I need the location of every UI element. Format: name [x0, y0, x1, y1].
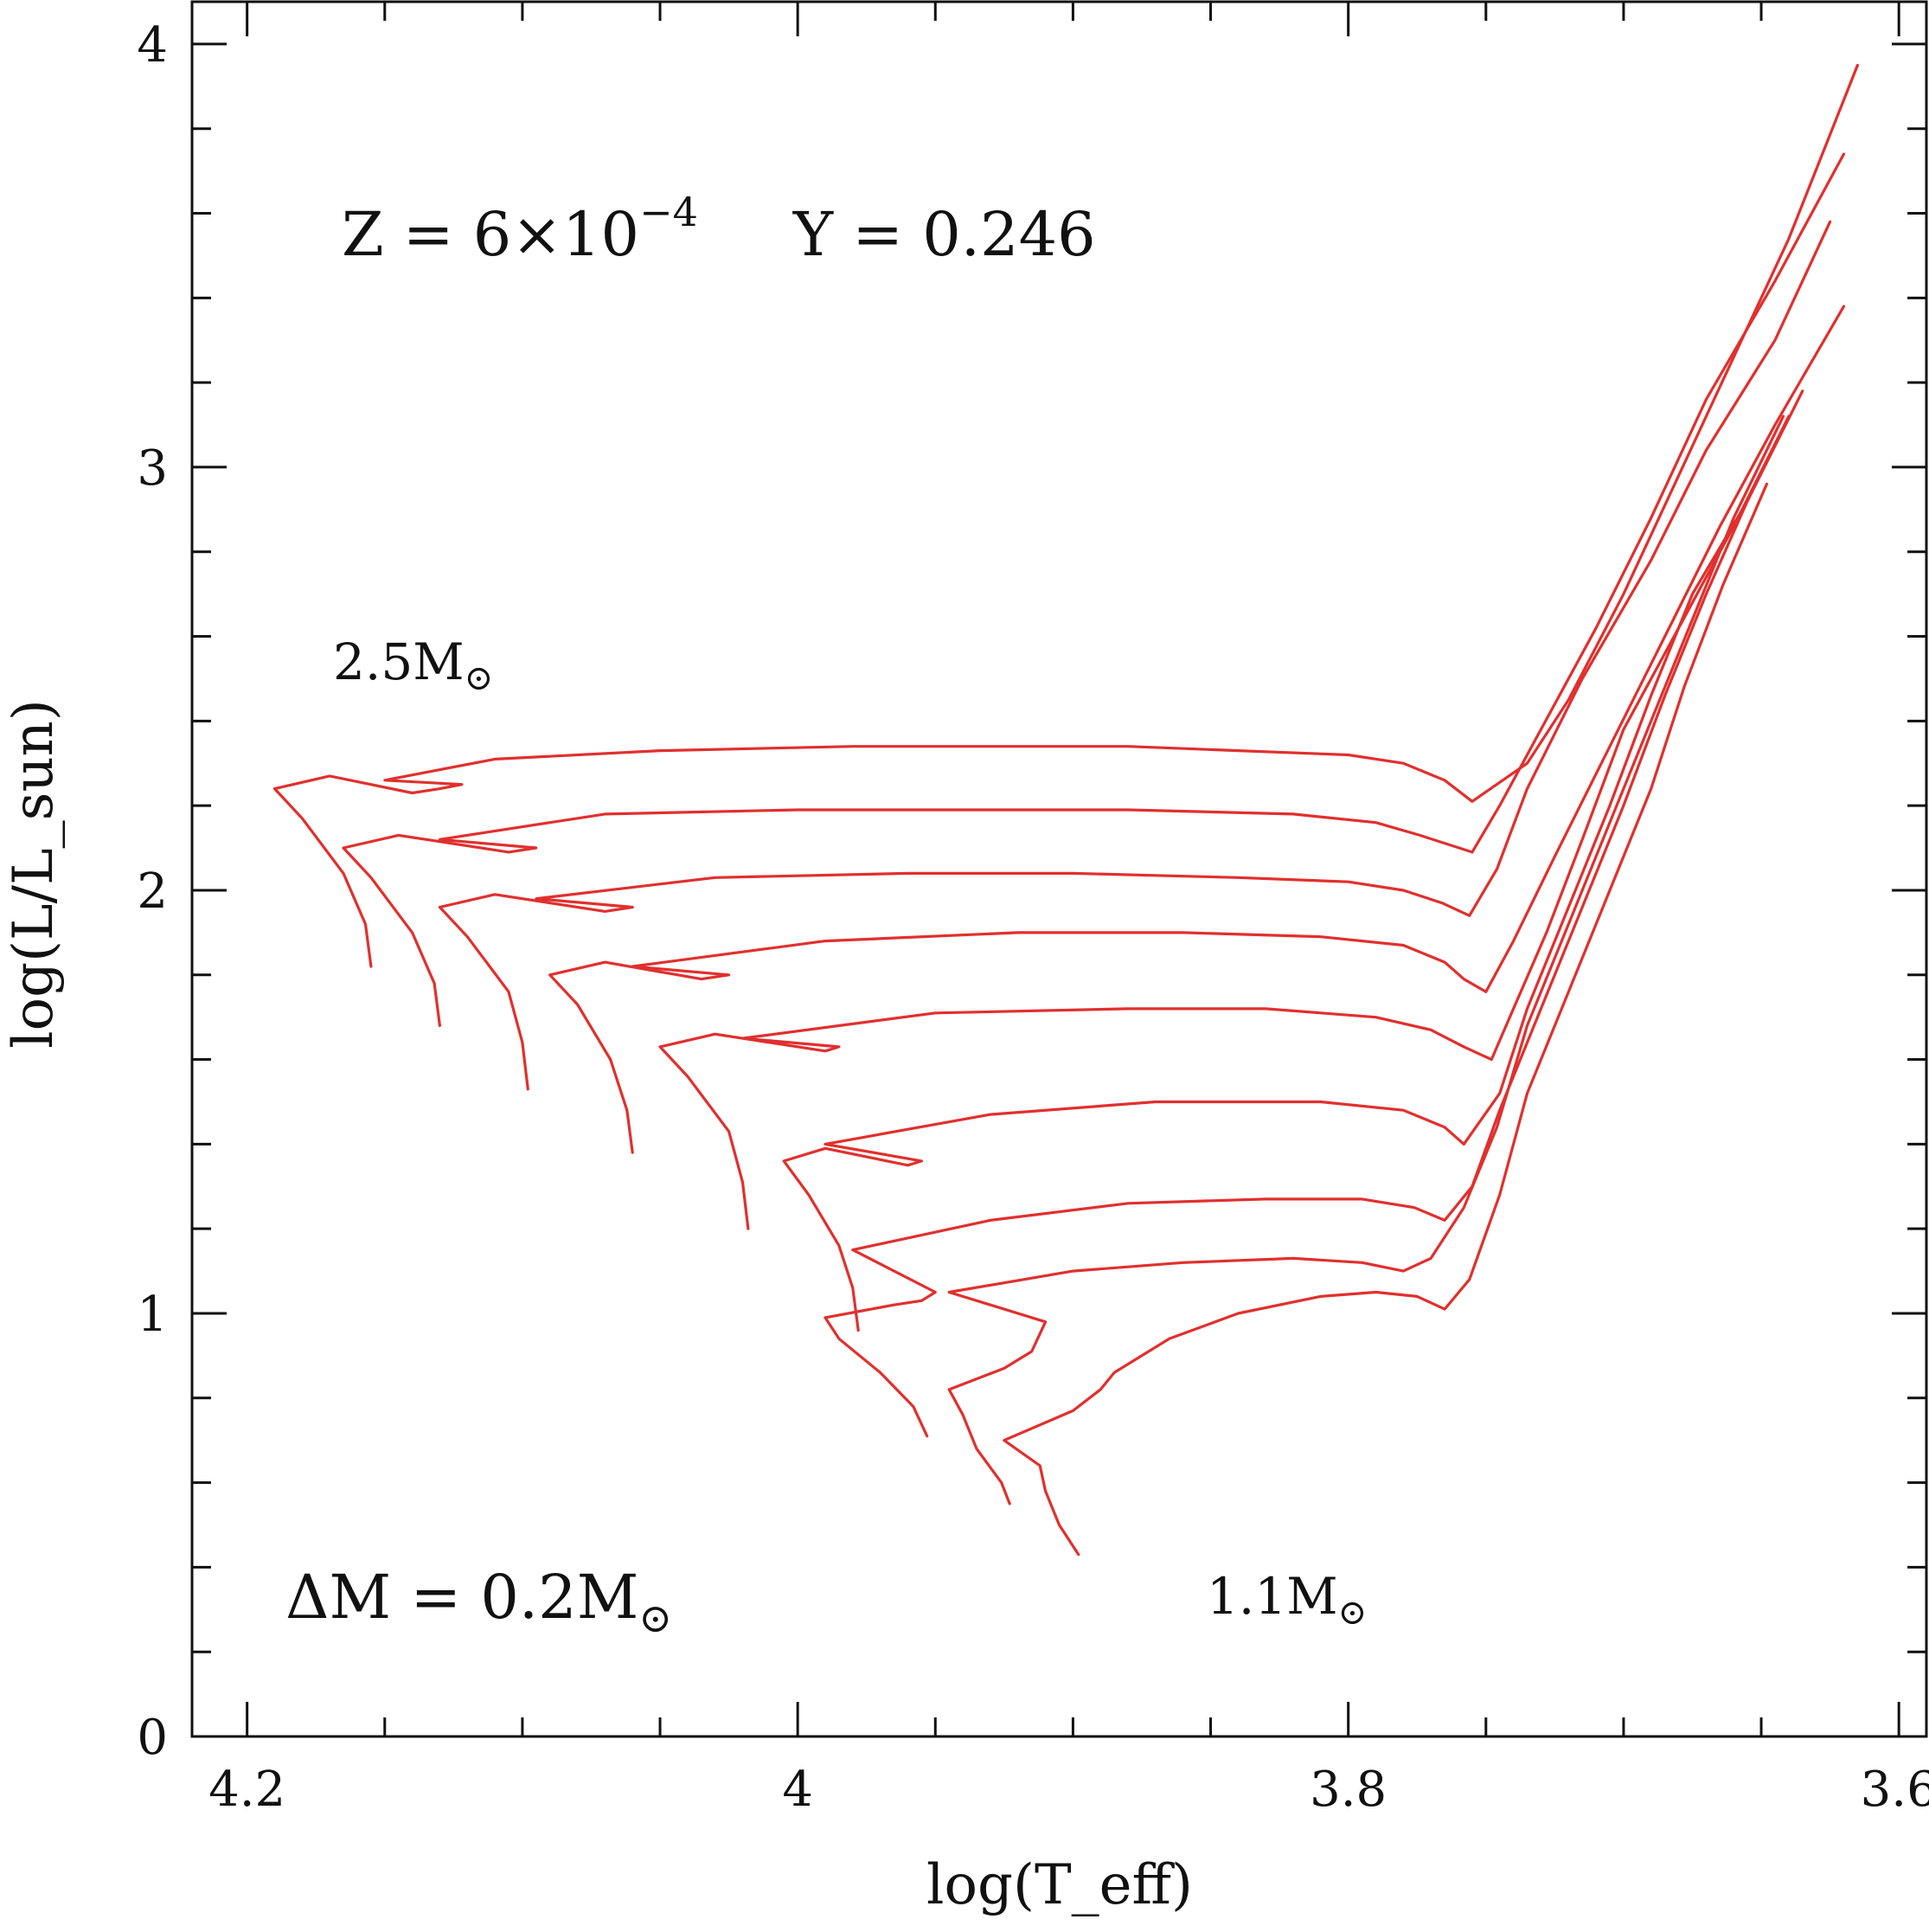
y-tick-label: 3	[137, 440, 168, 497]
track-line	[272, 63, 1859, 968]
top-mass-sun-symbol: ⊙	[465, 658, 494, 698]
y-axis-label: log(L/L_sun)	[2, 699, 66, 1049]
top-mass-text: 2.5M	[333, 632, 465, 691]
evolutionary-tracks	[272, 63, 1859, 1557]
track-line	[1003, 482, 1768, 1557]
bottom-mass-sun-symbol: ⊙	[1338, 1593, 1368, 1633]
bottom-mass-label: 1.1M⊙	[1207, 1567, 1367, 1633]
plot-frame	[190, 0, 1928, 1738]
top-mass-label: 2.5M⊙	[333, 632, 493, 698]
track-line	[658, 414, 1791, 1230]
z-exponent-text: −4	[639, 189, 698, 235]
track-line	[342, 152, 1846, 1027]
mass-step-annotation: ΔM = 0.2M⊙	[285, 1562, 672, 1641]
x-axis-label-text: log(T_eff)	[926, 1853, 1193, 1917]
bottom-mass-text: 1.1M	[1207, 1567, 1338, 1626]
mass-step-sun-symbol: ⊙	[638, 1595, 672, 1641]
composition-annotation: Z = 6×10−4 Y = 0.246	[342, 189, 1096, 270]
mass-step-text: ΔM = 0.2M	[285, 1562, 638, 1633]
y-tick-label: 0	[137, 1710, 168, 1766]
track-line	[947, 414, 1785, 1505]
x-tick-label: 4	[782, 1762, 813, 1818]
y-tick-label: 1	[137, 1287, 168, 1343]
x-axis-label: log(T_eff)	[926, 1853, 1193, 1917]
x-tick-label: 3.6	[1861, 1762, 1929, 1818]
z-value-text: Z = 6×10	[342, 199, 639, 270]
y-tick-label: 4	[137, 17, 168, 74]
track-line	[548, 305, 1846, 1154]
y-value-text: Y = 0.246	[792, 199, 1096, 270]
y-tick-label: 2	[137, 863, 168, 920]
axis-tick-labels: 4.2 4 3.8 3.6 0 1 2 3 4	[137, 17, 1929, 1818]
axis-ticks	[192, 2, 1926, 1738]
track-line	[782, 414, 1791, 1332]
track-line	[824, 389, 1804, 1438]
y-axis-label-text: log(L/L_sun)	[2, 699, 66, 1049]
track-line	[438, 220, 1832, 1091]
x-tick-label: 4.2	[208, 1762, 285, 1818]
x-tick-label: 3.8	[1310, 1762, 1387, 1818]
